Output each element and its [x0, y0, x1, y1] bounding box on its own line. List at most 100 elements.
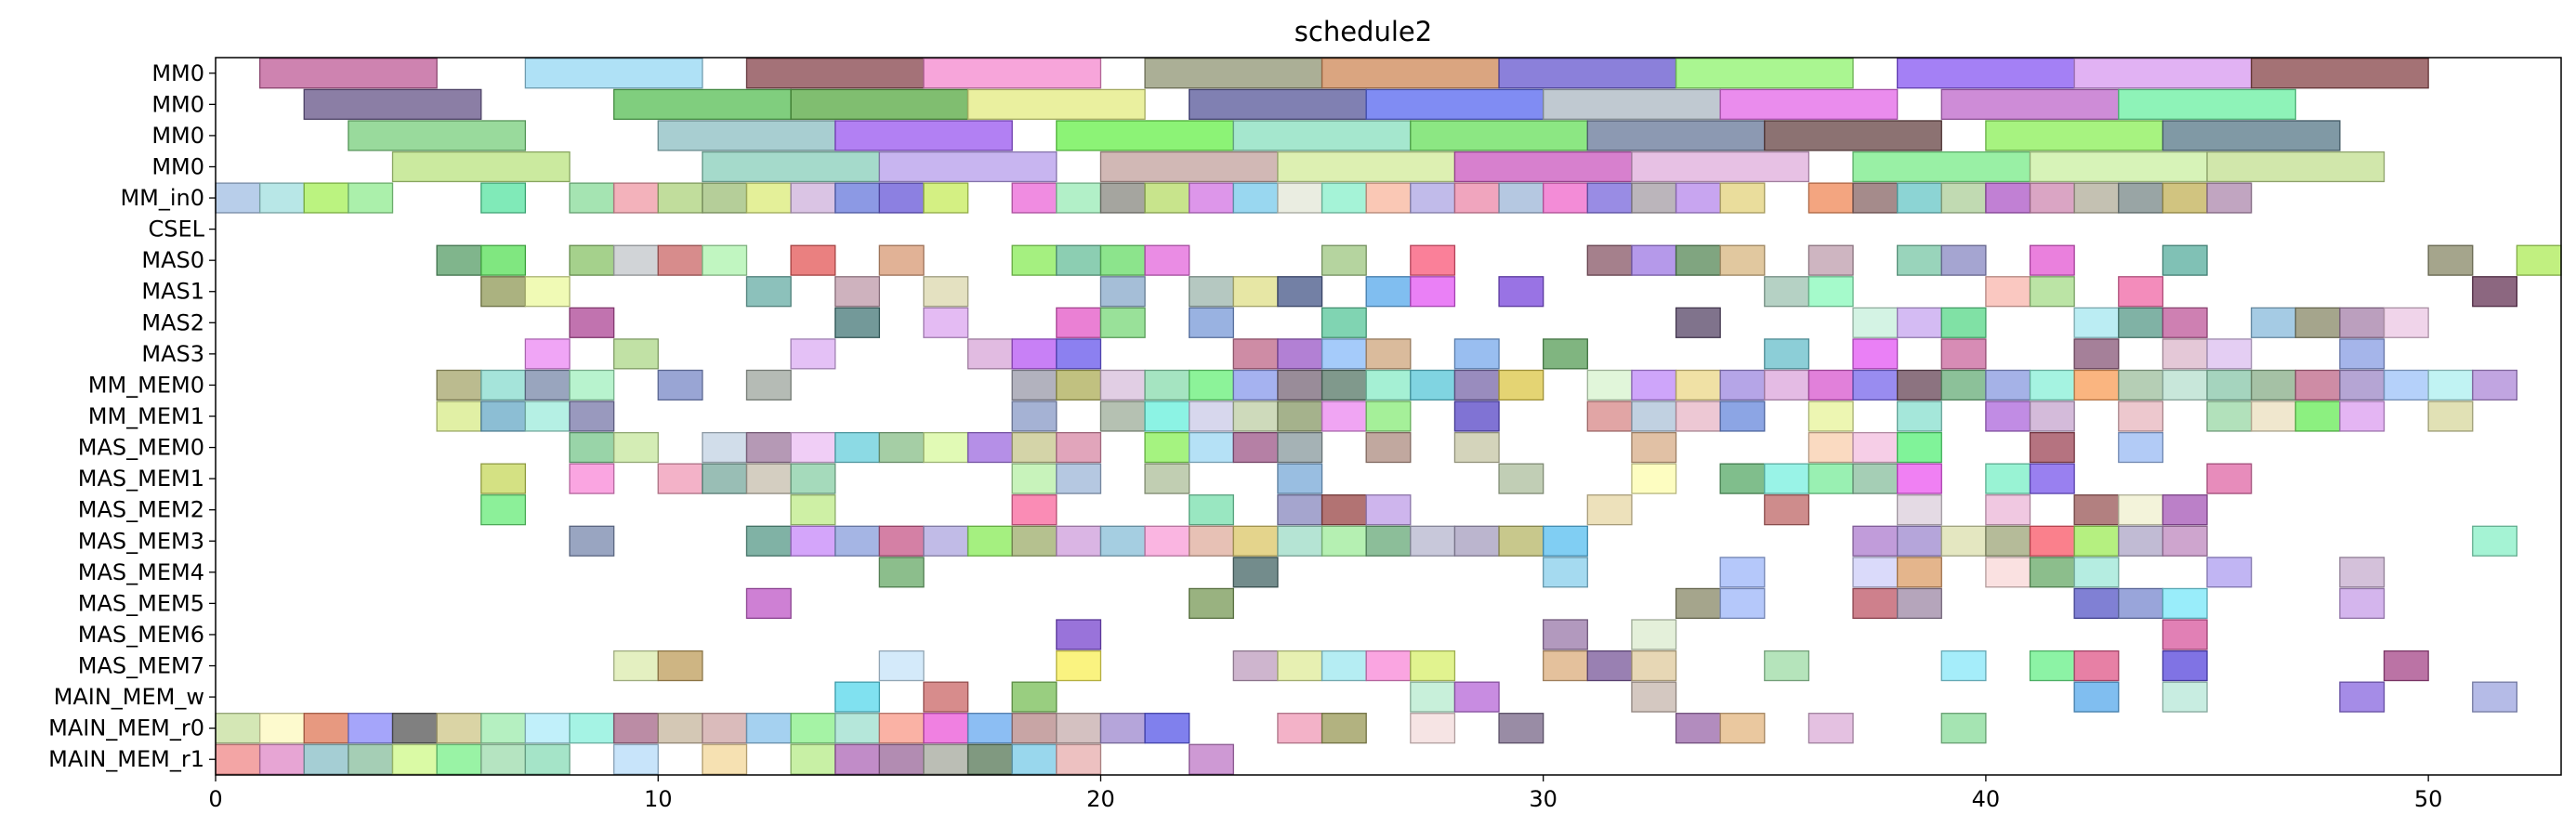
task-bar: [2029, 151, 2208, 183]
task-bar: [1807, 463, 1854, 494]
task-bar: [1985, 120, 2164, 151]
task-bar: [835, 681, 880, 713]
task-bar: [1321, 400, 1367, 432]
task-bar: [745, 713, 792, 744]
task-bar: [1631, 431, 1677, 464]
task-bar: [1189, 88, 1367, 120]
y-tick-label: MAIN_MEM_w: [54, 684, 204, 710]
task-bar: [480, 494, 527, 526]
task-bar: [835, 713, 880, 744]
task-bar: [2472, 276, 2518, 308]
task-bar: [923, 307, 969, 338]
task-bar: [1897, 463, 1942, 494]
y-tick-label: MAIN_MEM_r0: [48, 715, 204, 742]
task-bar: [835, 307, 880, 338]
task-bar: [1453, 525, 1500, 557]
task-bar: [1277, 151, 1456, 183]
task-bar: [1011, 182, 1058, 214]
task-bar: [702, 431, 748, 464]
task-bar: [1321, 494, 1367, 526]
task-bar: [348, 182, 394, 214]
task-bar: [1764, 494, 1810, 526]
plot-frame: [215, 57, 2562, 776]
y-tick-label: MAS_MEM1: [78, 466, 204, 492]
x-tick-label: 20: [1086, 786, 1115, 812]
task-bar: [1498, 58, 1677, 89]
task-bar: [1807, 431, 1854, 464]
task-bar: [790, 338, 836, 370]
task-bar: [1897, 494, 1942, 526]
task-bar: [1897, 58, 2075, 89]
task-bar: [1011, 369, 1058, 401]
task-bar: [1144, 713, 1190, 744]
task-bar: [1719, 244, 1766, 276]
task-bar: [1144, 400, 1190, 432]
task-bar: [1144, 182, 1190, 214]
task-bar: [923, 743, 969, 775]
task-bar: [1852, 463, 1899, 494]
task-bar: [1189, 400, 1234, 432]
task-bar: [2118, 88, 2296, 120]
task-bar: [923, 58, 1102, 89]
task-bar: [2339, 557, 2385, 588]
y-tick-label: MAS_MEM6: [78, 622, 204, 648]
task-bar: [2339, 338, 2385, 370]
task-bar: [702, 244, 748, 276]
task-bar: [1099, 713, 1146, 744]
task-bar: [1410, 276, 1456, 308]
task-bar: [1099, 182, 1146, 214]
task-bar: [1011, 713, 1058, 744]
task-bar: [303, 182, 349, 214]
task-bar: [303, 713, 349, 744]
task-bar: [745, 276, 792, 308]
task-bar: [835, 431, 880, 464]
y-tick-label: MAS_MEM7: [78, 653, 204, 679]
task-bar: [835, 120, 1013, 151]
task-bar: [2294, 307, 2341, 338]
task-bar: [657, 713, 703, 744]
task-bar: [2427, 400, 2474, 432]
task-bar: [745, 587, 792, 619]
task-bar: [1365, 525, 1412, 557]
task-bar: [2250, 369, 2296, 401]
task-bar: [1056, 619, 1102, 650]
task-bar: [1719, 400, 1766, 432]
task-bar: [2383, 307, 2429, 338]
task-bar: [2162, 525, 2208, 557]
task-bar: [1940, 182, 1987, 214]
task-bar: [2383, 369, 2429, 401]
x-tick-label: 50: [2414, 786, 2443, 812]
task-bar: [1056, 369, 1102, 401]
x-tick-label: 30: [1529, 786, 1557, 812]
task-bar: [1099, 400, 1146, 432]
task-bar: [1631, 369, 1677, 401]
task-bar: [1321, 182, 1367, 214]
task-bar: [790, 713, 836, 744]
task-bar: [1631, 619, 1677, 650]
task-bar: [2206, 463, 2253, 494]
task-bar: [2339, 307, 2385, 338]
y-tick-label: MAS3: [141, 341, 204, 367]
task-bar: [391, 743, 438, 775]
task-bar: [612, 182, 659, 214]
task-bar: [2073, 338, 2120, 370]
task-bar: [1321, 338, 1367, 370]
task-bar: [702, 151, 880, 183]
task-bar: [1232, 557, 1279, 588]
task-bar: [1985, 182, 2031, 214]
y-tick-label: MM0: [151, 153, 204, 179]
task-bar: [1189, 276, 1234, 308]
task-bar: [1277, 182, 1323, 214]
task-bar: [1940, 369, 1987, 401]
task-bar: [569, 182, 615, 214]
task-bar: [1543, 525, 1588, 557]
task-bar: [835, 276, 880, 308]
task-bar: [303, 88, 482, 120]
task-bar: [1099, 369, 1146, 401]
task-bar: [436, 369, 482, 401]
task-bar: [215, 743, 261, 775]
task-bar: [1321, 650, 1367, 682]
task-bar: [1277, 369, 1323, 401]
task-bar: [745, 431, 792, 464]
